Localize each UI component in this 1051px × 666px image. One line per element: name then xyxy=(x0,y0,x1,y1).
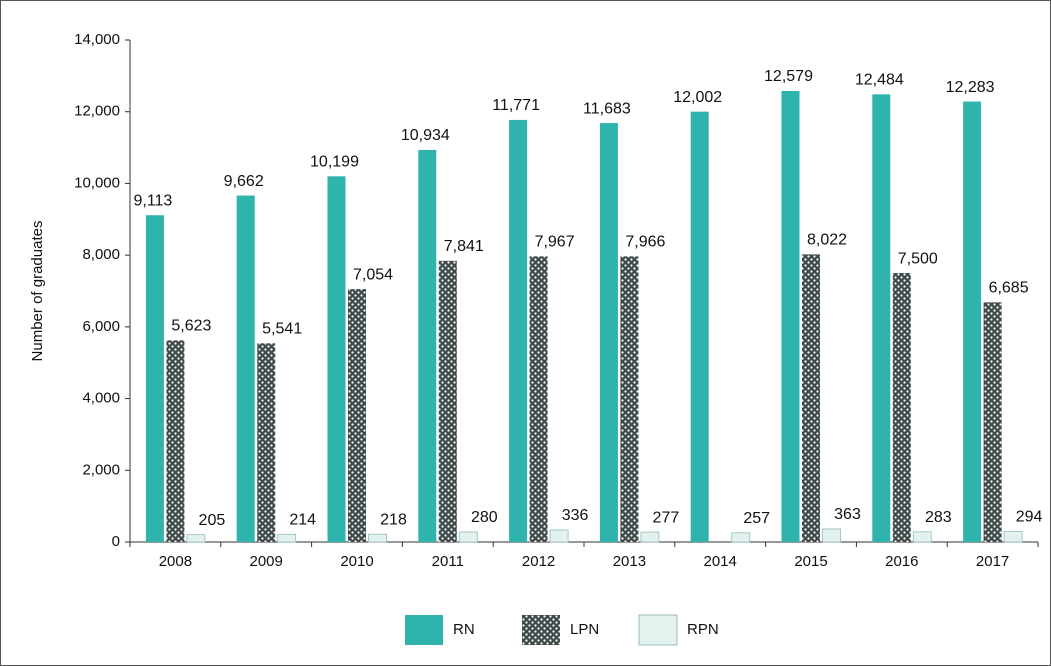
data-label: 10,199 xyxy=(310,154,359,171)
bar xyxy=(912,531,932,543)
data-label: 7,054 xyxy=(353,266,393,283)
bar xyxy=(458,531,478,543)
data-label: 336 xyxy=(562,507,589,524)
bar xyxy=(802,254,820,542)
x-tick-label: 2013 xyxy=(613,553,646,570)
data-label: 8,022 xyxy=(807,232,847,249)
bar xyxy=(186,534,206,543)
data-label: 5,623 xyxy=(171,318,211,335)
data-label: 9,662 xyxy=(224,173,264,190)
legend-label: RPN xyxy=(687,621,719,638)
data-label: 218 xyxy=(380,511,407,528)
data-label: 283 xyxy=(925,509,952,526)
data-label: 7,841 xyxy=(444,238,484,255)
bar xyxy=(731,532,751,543)
bar xyxy=(348,289,366,542)
data-label: 10,934 xyxy=(401,127,450,144)
legend-swatch xyxy=(522,615,560,645)
data-label: 6,685 xyxy=(989,280,1029,297)
data-label: 12,002 xyxy=(673,89,722,106)
x-tick-label: 2009 xyxy=(250,553,283,570)
data-label: 11,771 xyxy=(492,97,540,114)
x-tick-label: 2011 xyxy=(432,553,464,570)
bar xyxy=(327,176,346,542)
y-tick-label: 2,000 xyxy=(82,461,120,478)
data-label: 280 xyxy=(471,509,498,526)
bar xyxy=(983,302,1002,542)
data-label: 363 xyxy=(834,506,861,523)
y-axis-label: Number of graduates xyxy=(29,221,46,362)
data-label: 12,484 xyxy=(855,72,904,89)
x-tick-label: 2015 xyxy=(794,553,827,570)
bar xyxy=(640,531,660,543)
x-tick-label: 2008 xyxy=(159,553,192,570)
y-tick-label: 6,000 xyxy=(82,318,120,335)
y-tick-label: 8,000 xyxy=(82,246,120,263)
legend-label: LPN xyxy=(570,621,599,638)
bar xyxy=(822,528,841,543)
data-label: 9,113 xyxy=(133,192,172,209)
bar xyxy=(166,340,185,542)
data-label: 11,683 xyxy=(583,100,631,117)
x-tick-label: 2014 xyxy=(704,553,737,570)
bar xyxy=(145,215,164,542)
bar xyxy=(368,533,387,543)
y-tick-label: 10,000 xyxy=(74,174,120,191)
bar xyxy=(257,343,276,542)
data-label: 7,967 xyxy=(535,234,575,251)
data-label: 277 xyxy=(653,509,680,526)
x-tick-label: 2010 xyxy=(340,553,373,570)
data-label: 205 xyxy=(199,512,226,529)
data-label: 294 xyxy=(1016,509,1043,526)
legend-swatch xyxy=(405,615,443,645)
bar xyxy=(963,101,982,542)
data-label: 7,500 xyxy=(898,250,938,267)
bar xyxy=(509,119,528,542)
legend-swatch xyxy=(638,614,678,646)
data-label: 5,541 xyxy=(262,321,302,338)
data-label: 12,579 xyxy=(764,68,813,85)
y-tick-label: 12,000 xyxy=(74,103,120,120)
x-tick-label: 2012 xyxy=(522,553,555,570)
bar xyxy=(277,533,297,543)
bar xyxy=(529,256,548,542)
y-tick-label: 14,000 xyxy=(74,31,120,48)
bar xyxy=(438,260,457,542)
bar xyxy=(1003,531,1023,543)
legend-label: RN xyxy=(453,621,475,638)
bar xyxy=(418,149,437,543)
y-tick-label: 0 xyxy=(112,533,120,550)
bar xyxy=(549,529,569,543)
data-label: 214 xyxy=(289,512,316,529)
x-tick-label: 2016 xyxy=(885,553,918,570)
bar xyxy=(781,90,800,542)
bar xyxy=(690,111,709,542)
data-label: 257 xyxy=(743,510,770,527)
data-label: 12,283 xyxy=(946,79,995,96)
bar xyxy=(236,195,255,542)
bar xyxy=(599,123,618,543)
bar xyxy=(620,256,639,542)
bar xyxy=(872,94,891,542)
data-label: 7,966 xyxy=(625,234,665,251)
x-tick-label: 2017 xyxy=(976,553,1009,570)
bar xyxy=(892,273,911,542)
y-tick-label: 4,000 xyxy=(82,390,120,407)
